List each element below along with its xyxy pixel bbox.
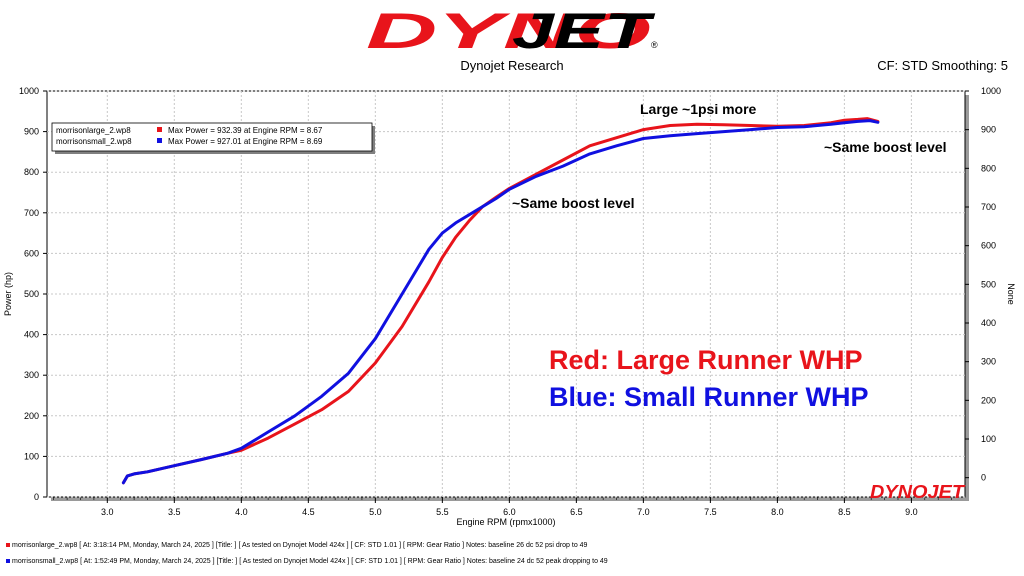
y2-tick-label: 400 (981, 318, 996, 328)
y2-tick-label: 700 (981, 202, 996, 212)
dynojet-logo: DYNO JET ® (362, 3, 662, 59)
legend-swatch (157, 127, 162, 132)
dyno-chart: 3.0 3.5 4.0 4.5 5.0 5.5 6.0 6.5 7.0 7.5 8.0 8.5 9.0 0… (3, 86, 1016, 527)
watermark-logo: DYNOJET (870, 482, 966, 502)
x-tick-label: 5.0 (369, 507, 382, 517)
y-tick-label: 100 (24, 451, 39, 461)
y-tick-label: 900 (24, 127, 39, 137)
footer-text-small: morrisonsmall_2.wp8 [ At: 1:52:49 PM, Mo… (12, 558, 608, 565)
footer-swatch-red (6, 543, 10, 548)
legend-box (51, 122, 373, 152)
y2-tick-label: 1000 (981, 86, 1001, 96)
y2-tick-label: 900 (981, 125, 996, 135)
annotation-same-boost-mid: ~Same boost level (512, 195, 635, 211)
legend-max-power: Max Power = 932.39 at Engine RPM = 8.67 (168, 126, 323, 135)
y-tick-label: 700 (24, 208, 39, 218)
y-tick-label: 400 (24, 330, 39, 340)
x-tick-label: 4.0 (235, 507, 248, 517)
x-tick-label: 7.5 (704, 507, 717, 517)
y2-tick-label: 100 (981, 434, 996, 444)
svg-text:DYNO: DYNO (366, 4, 651, 56)
y-tick-label: 1000 (19, 86, 39, 96)
y2-tick-label: 0 (981, 473, 986, 483)
y-tick-label: 300 (24, 370, 39, 380)
y2-tick-label: 800 (981, 163, 996, 173)
x-axis-label: Engine RPM (rpmx1000) (456, 517, 555, 527)
y-tick-label: 800 (24, 167, 39, 177)
series-small-line (121, 119, 880, 485)
y-tick-label: 0 (34, 492, 39, 502)
x-tick-label: 3.5 (168, 507, 181, 517)
x-tick-label: 6.0 (503, 507, 516, 517)
x-tick-label: 5.5 (436, 507, 449, 517)
annotation-red-label: Red: Large Runner WHP (549, 345, 863, 375)
footer-line-small: morrisonsmall_2.wp8 [ At: 1:52:49 PM, Mo… (6, 558, 608, 565)
y2-tick-label: 300 (981, 357, 996, 367)
annotation-large-psi: Large ~1psi more (640, 101, 757, 117)
y-axis-label: Power (hp) (3, 272, 13, 316)
cf-smoothing-label: CF: STD Smoothing: 5 (877, 58, 1008, 73)
chart-subtitle: Dynojet Research (460, 58, 564, 73)
y2-tick-label: 200 (981, 395, 996, 405)
footer-text-large: morrisonlarge_2.wp8 [ At: 3:18:14 PM, Mo… (12, 542, 588, 549)
svg-text:®: ® (651, 40, 658, 50)
y-tick-label: 200 (24, 411, 39, 421)
y-tick-label: 600 (24, 248, 39, 258)
x-tick-label: 7.0 (637, 507, 650, 517)
y2-axis-label: None (1006, 283, 1016, 305)
x-tick-label: 6.5 (570, 507, 583, 517)
y2-tick-label: 500 (981, 279, 996, 289)
x-tick-label: 8.0 (771, 507, 784, 517)
x-tick-label: 8.5 (838, 507, 851, 517)
footer-line-large: morrisonlarge_2.wp8 [ At: 3:18:14 PM, Mo… (6, 542, 587, 549)
x-tick-label: 4.5 (302, 507, 315, 517)
x-tick-label: 9.0 (905, 507, 918, 517)
footer-swatch-blue (6, 559, 10, 564)
legend-file: morrisonlarge_2.wp8 (56, 126, 131, 135)
annotation-same-boost-top: ~Same boost level (824, 139, 947, 155)
svg-text:JET: JET (512, 4, 657, 56)
x-tick-label: 3.0 (101, 507, 114, 517)
y-tick-label: 500 (24, 289, 39, 299)
legend-max-power: Max Power = 927.01 at Engine RPM = 8.69 (168, 137, 323, 146)
y2-tick-label: 600 (981, 241, 996, 251)
legend-file: morrisonsmall_2.wp8 (56, 137, 132, 146)
annotation-blue-label: Blue: Small Runner WHP (549, 382, 869, 412)
legend-swatch (157, 138, 162, 143)
